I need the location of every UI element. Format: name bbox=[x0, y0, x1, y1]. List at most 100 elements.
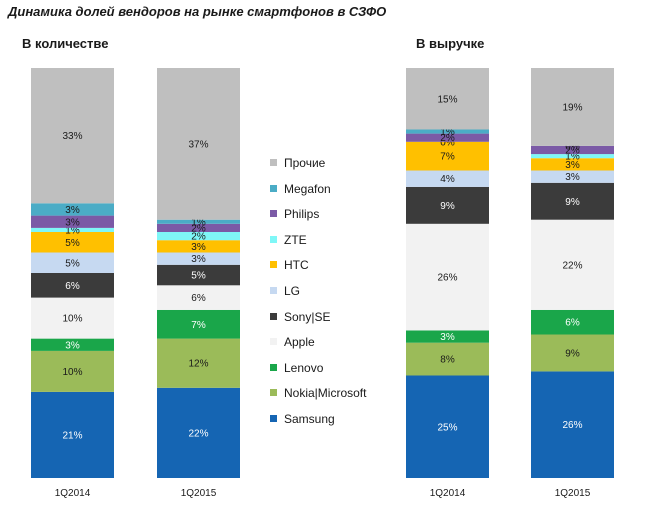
legend-label: LG bbox=[284, 284, 301, 298]
bar-segment-revenue-1q2014-htc-label: 7% bbox=[440, 152, 455, 163]
bar-segment-revenue-1q2015-zte bbox=[531, 154, 614, 159]
bar-segment-quantity-1q2015-zte bbox=[157, 232, 240, 241]
bar-segment-revenue-1q2014-lenovo-label: 3% bbox=[440, 332, 455, 343]
bar-segment-quantity-1q2015-sony-se-label: 5% bbox=[191, 271, 206, 282]
bar-segment-revenue-1q2015-прочие bbox=[531, 68, 614, 146]
bar-segment-quantity-1q2015-прочие bbox=[157, 68, 240, 220]
bar-segment-revenue-1q2014-прочие-label: 15% bbox=[437, 94, 457, 105]
bar-segment-quantity-1q2015-samsung-label: 22% bbox=[188, 428, 208, 439]
bar-segment-revenue-1q2015-lenovo bbox=[531, 309, 614, 335]
bar-segment-quantity-1q2015-zte-label: 2% bbox=[191, 232, 206, 243]
bar-segment-revenue-1q2014-sony-se bbox=[406, 186, 489, 224]
bar-segment-revenue-1q2015-megafon-label: 0% bbox=[565, 141, 580, 152]
bar-segment-quantity-1q2015-sony-se bbox=[157, 264, 240, 286]
bar-segment-quantity-1q2015-philips-label: 2% bbox=[191, 223, 206, 234]
bar-segment-quantity-1q2015-apple bbox=[157, 285, 240, 310]
bar-segment-revenue-1q2015-zte-label: 1% bbox=[565, 152, 580, 163]
chart-subtitle-revenue: В выручке bbox=[416, 36, 485, 51]
bar-segment-quantity-1q2015-megafon-label: 1% bbox=[191, 217, 206, 228]
bar-segment-quantity-1q2014-apple-label: 10% bbox=[62, 314, 82, 325]
bar-segment-quantity-1q2014-lg-label: 5% bbox=[65, 258, 80, 269]
bar-segment-revenue-1q2015-samsung-label: 26% bbox=[562, 420, 582, 431]
legend-label: Lenovo bbox=[284, 360, 324, 375]
category-label-revenue-1q2014: 1Q2014 bbox=[430, 488, 466, 499]
legend-label: Megafon bbox=[284, 181, 331, 196]
bar-segment-quantity-1q2015-lg-label: 3% bbox=[191, 254, 206, 265]
bar-segment-revenue-1q2014-lg bbox=[406, 170, 489, 187]
legend-swatch bbox=[270, 159, 277, 166]
bar-segment-revenue-1q2014-apple bbox=[406, 223, 489, 331]
bar-segment-revenue-1q2014-zte-label: 0% bbox=[440, 137, 455, 148]
bar-segment-revenue-1q2015-sony-se-label: 9% bbox=[565, 197, 580, 208]
bar-segment-quantity-1q2014-philips-label: 3% bbox=[65, 217, 80, 228]
bar-segment-revenue-1q2014-прочие bbox=[406, 68, 489, 130]
category-label-revenue-1q2015: 1Q2015 bbox=[555, 488, 591, 499]
legend-swatch bbox=[270, 184, 277, 192]
bar-segment-revenue-1q2015-apple bbox=[531, 219, 614, 310]
bar-segment-quantity-1q2014-zte-label: 1% bbox=[65, 225, 80, 236]
bar-segment-revenue-1q2015-lg-label: 3% bbox=[565, 172, 580, 183]
bar-segment-quantity-1q2014-philips bbox=[31, 215, 114, 228]
bar-segment-revenue-1q2015-lenovo-label: 6% bbox=[565, 318, 580, 329]
legend-swatch bbox=[270, 389, 277, 397]
bar-segment-revenue-1q2014-megafon-label: 1% bbox=[440, 127, 455, 138]
legend-label: Nokia|Microsoft bbox=[284, 386, 367, 401]
bar-segment-revenue-1q2015-htc-label: 3% bbox=[565, 160, 580, 171]
legend-label: Прочие bbox=[284, 156, 326, 170]
legend-swatch bbox=[270, 363, 277, 371]
bar-segment-quantity-1q2014-nokia-microsoft bbox=[31, 350, 114, 392]
bar-segment-revenue-1q2014-samsung bbox=[406, 375, 489, 478]
bar-segment-revenue-1q2015-lg bbox=[531, 170, 614, 183]
bar-segment-quantity-1q2014-megafon bbox=[31, 203, 114, 216]
bar-segment-revenue-1q2014-nokia-microsoft bbox=[406, 342, 489, 376]
bar-segment-quantity-1q2014-htc bbox=[31, 232, 114, 253]
bar-segment-revenue-1q2015-apple-label: 22% bbox=[562, 260, 582, 271]
chart-title: Динамика долей вендоров на рынке смартфо… bbox=[8, 4, 387, 19]
bar-segment-revenue-1q2015-nokia-microsoft-label: 9% bbox=[565, 348, 580, 359]
bar-segment-quantity-1q2014-htc-label: 5% bbox=[65, 238, 80, 249]
legend-label: HTC bbox=[284, 258, 309, 273]
bar-segment-quantity-1q2014-sony-se bbox=[31, 273, 114, 298]
bar-segment-quantity-1q2015-прочие-label: 37% bbox=[188, 139, 208, 150]
legend-swatch bbox=[270, 415, 277, 422]
bar-segment-quantity-1q2014-megafon-label: 3% bbox=[65, 205, 80, 216]
bar-segment-quantity-1q2015-samsung bbox=[157, 387, 240, 478]
bar-segment-revenue-1q2014-nokia-microsoft-label: 8% bbox=[440, 355, 455, 366]
bar-segment-quantity-1q2015-megafon bbox=[157, 219, 240, 224]
bar-segment-revenue-1q2014-lenovo bbox=[406, 330, 489, 343]
bar-segment-quantity-1q2015-apple-label: 6% bbox=[191, 293, 206, 304]
legend-label: Philips bbox=[284, 207, 320, 222]
bar-segment-revenue-1q2015-sony-se bbox=[531, 182, 614, 220]
bar-segment-quantity-1q2015-nokia-microsoft bbox=[157, 338, 240, 388]
legend-label: Sony|SE bbox=[284, 309, 331, 324]
bar-segment-revenue-1q2014-philips-label: 2% bbox=[440, 133, 455, 144]
legend-swatch bbox=[270, 338, 277, 346]
bar-segment-quantity-1q2014-lenovo bbox=[31, 338, 114, 351]
bar-segment-revenue-1q2014-apple-label: 26% bbox=[437, 273, 457, 284]
category-label-quantity-1q2014: 1Q2014 bbox=[55, 488, 91, 499]
bar-segment-revenue-1q2014-lg-label: 4% bbox=[440, 174, 455, 185]
bar-segment-quantity-1q2014-apple bbox=[31, 297, 114, 339]
legend-swatch bbox=[270, 210, 277, 218]
bar-segment-revenue-1q2014-megafon bbox=[406, 129, 489, 134]
legend-swatch bbox=[270, 235, 277, 243]
bar-segment-quantity-1q2015-lenovo-label: 7% bbox=[191, 320, 206, 331]
bar-segment-revenue-1q2014-htc bbox=[406, 141, 489, 171]
bar-segment-revenue-1q2015-прочие-label: 19% bbox=[562, 102, 582, 113]
bar-segment-quantity-1q2015-philips bbox=[157, 223, 240, 232]
bar-segment-revenue-1q2015-htc bbox=[531, 158, 614, 171]
bar-segment-revenue-1q2014-samsung-label: 25% bbox=[437, 422, 457, 433]
legend-label: Apple bbox=[284, 335, 315, 350]
bar-segment-revenue-1q2015-philips bbox=[531, 145, 614, 155]
bar-segment-quantity-1q2015-nokia-microsoft-label: 12% bbox=[188, 359, 208, 370]
legend-swatch bbox=[270, 287, 277, 294]
bar-segment-quantity-1q2014-samsung bbox=[31, 391, 114, 478]
bar-segment-revenue-1q2014-philips bbox=[406, 133, 489, 142]
bar-segment-quantity-1q2014-прочие-label: 33% bbox=[62, 131, 82, 142]
bar-segment-revenue-1q2015-philips-label: 2% bbox=[565, 146, 580, 157]
bar-segment-quantity-1q2015-lenovo bbox=[157, 309, 240, 339]
bar-segment-revenue-1q2015-samsung bbox=[531, 371, 614, 478]
legend-label: ZTE bbox=[284, 232, 307, 247]
